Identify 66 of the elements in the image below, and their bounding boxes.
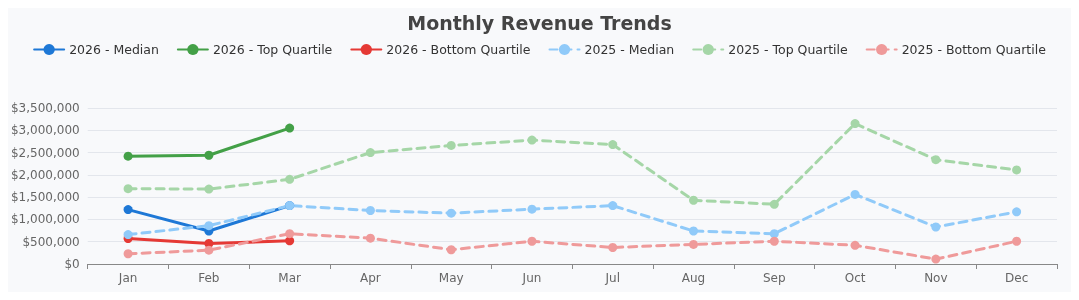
point xyxy=(365,233,375,243)
y-tick-label: $3,000,000 xyxy=(10,123,80,138)
point xyxy=(446,245,456,255)
y-tick-label: $2,500,000 xyxy=(10,145,80,160)
point xyxy=(285,174,295,184)
point xyxy=(769,199,779,209)
point xyxy=(123,230,133,240)
point xyxy=(365,148,375,158)
point xyxy=(608,243,618,253)
point xyxy=(689,195,699,205)
point xyxy=(123,249,133,259)
point xyxy=(769,236,779,246)
point xyxy=(204,150,214,160)
point xyxy=(1012,207,1022,217)
point xyxy=(689,226,699,236)
point xyxy=(931,222,941,232)
legend-label: 2026 - Bottom Quartile xyxy=(386,42,531,57)
x-tick-label: Nov xyxy=(924,271,948,285)
point xyxy=(123,151,133,161)
y-tick-label: $1,500,000 xyxy=(10,190,80,205)
point xyxy=(931,254,941,264)
point xyxy=(446,208,456,218)
point xyxy=(365,206,375,216)
point xyxy=(446,140,456,150)
point xyxy=(850,240,860,250)
x-tick-label: Jan xyxy=(117,271,138,285)
point xyxy=(931,155,941,165)
point xyxy=(1012,165,1022,175)
point xyxy=(123,205,133,215)
point xyxy=(689,239,699,249)
point xyxy=(204,221,214,231)
point xyxy=(769,229,779,239)
legend-label: 2025 - Top Quartile xyxy=(728,42,848,57)
legend-label: 2025 - Median xyxy=(584,42,675,57)
x-tick-label: Apr xyxy=(360,271,381,285)
point xyxy=(850,119,860,129)
x-tick-label: Oct xyxy=(844,271,866,285)
legend-label: 2025 - Bottom Quartile xyxy=(901,42,1047,57)
point xyxy=(204,245,214,255)
x-tick-label: Jul xyxy=(604,271,620,285)
y-tick-label: $1,000,000 xyxy=(10,212,80,227)
y-tick-label: $500,000 xyxy=(22,234,80,249)
point xyxy=(1012,236,1022,246)
y-tick-label: $3,500,000 xyxy=(10,101,80,115)
point xyxy=(608,140,618,150)
point xyxy=(527,236,537,246)
point xyxy=(527,135,537,145)
x-tick-label: Aug xyxy=(681,271,706,285)
point xyxy=(527,204,537,214)
point xyxy=(123,184,133,194)
x-tick-label: Jun xyxy=(521,271,542,285)
x-tick-label: Feb xyxy=(198,271,220,285)
point xyxy=(608,201,618,211)
point xyxy=(285,229,295,239)
point xyxy=(850,189,860,199)
legend-label: 2026 - Median xyxy=(69,42,159,57)
x-tick-label: Sep xyxy=(762,271,786,285)
point xyxy=(204,184,214,194)
chart-title: Monthly Revenue Trends xyxy=(407,11,672,34)
y-tick-label: $2,000,000 xyxy=(10,167,80,182)
legend-label: 2026 - Top Quartile xyxy=(212,42,333,57)
x-tick-label: May xyxy=(438,271,464,285)
x-tick-label: Dec xyxy=(1005,271,1029,285)
x-tick-label: Mar xyxy=(278,271,302,285)
y-tick-label: $0 xyxy=(64,257,80,271)
point xyxy=(285,123,295,133)
